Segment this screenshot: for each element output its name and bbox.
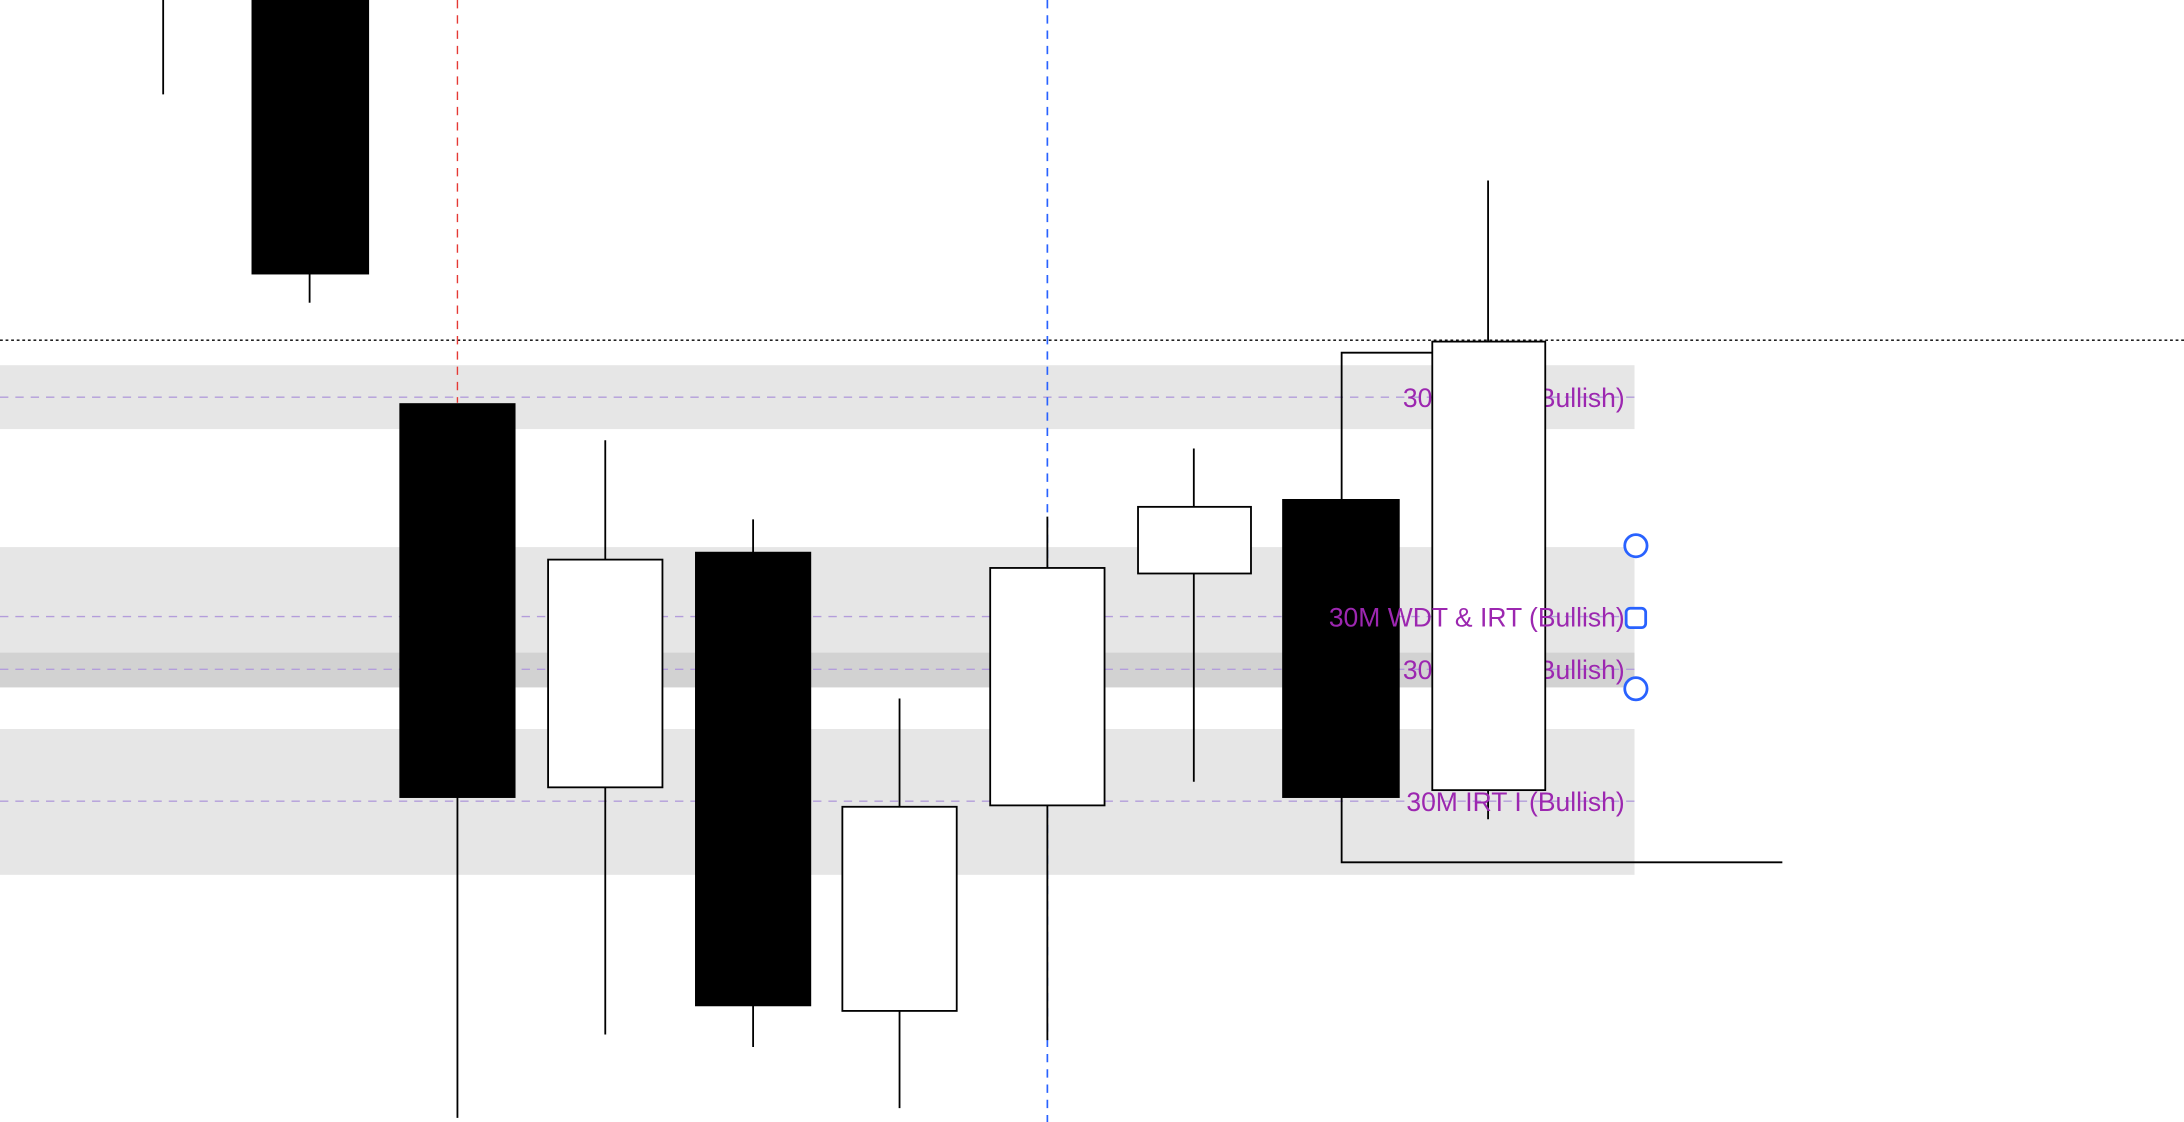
handle[interactable] xyxy=(1624,606,1648,630)
candle xyxy=(1431,340,1547,792)
candle xyxy=(695,551,812,1007)
drawing-outline xyxy=(1340,351,1433,500)
zone-label: 30M IRT I (Bullish) xyxy=(1406,787,1624,817)
drawing-outline xyxy=(1340,797,1783,864)
candle xyxy=(547,558,664,789)
candle xyxy=(1282,498,1400,798)
candle xyxy=(399,403,516,798)
candle xyxy=(251,0,370,275)
handle[interactable] xyxy=(1623,676,1649,702)
candle xyxy=(841,805,958,1012)
handle[interactable] xyxy=(1623,533,1649,559)
zone-label: 30M WDT & IRT (Bullish) xyxy=(1329,602,1625,632)
candle xyxy=(1137,505,1252,575)
candles xyxy=(162,0,1783,1118)
selection-handles xyxy=(1623,533,1649,702)
candle xyxy=(989,567,1106,807)
